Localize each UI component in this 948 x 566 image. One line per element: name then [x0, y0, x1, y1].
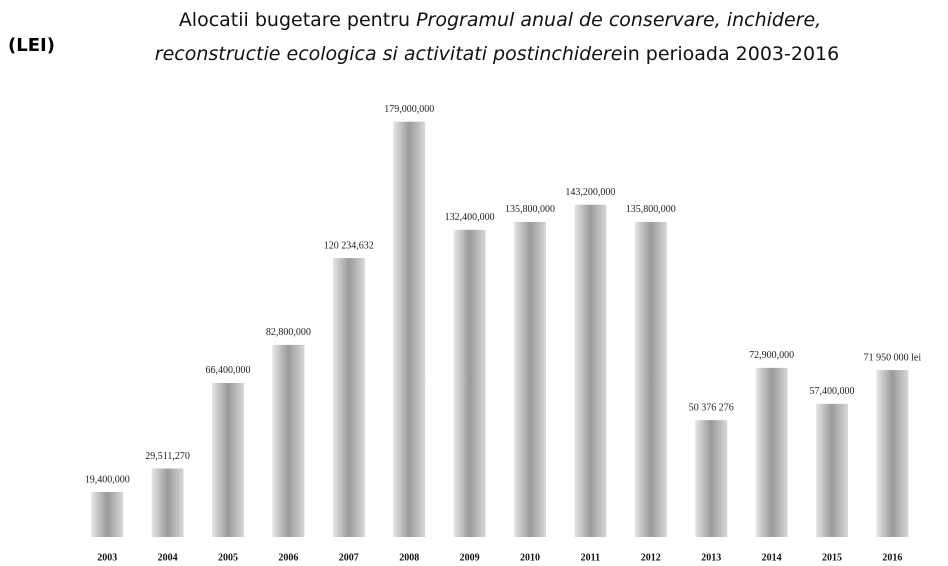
- x-tick-label: 2007: [339, 552, 359, 563]
- value-label: 50 376 276: [689, 402, 734, 413]
- title-segment: reconstructie ecologica si activitati po…: [155, 43, 623, 65]
- value-label: 120 234,632: [324, 240, 374, 251]
- bar: [514, 221, 546, 537]
- value-label: 19,400,000: [85, 474, 130, 485]
- bar: [816, 403, 848, 537]
- bar: [755, 367, 788, 537]
- bar: [212, 382, 244, 537]
- x-tick-label: 2009: [460, 552, 480, 563]
- bar: [634, 221, 667, 537]
- bar: [151, 468, 184, 537]
- x-tick-label: 2008: [399, 552, 419, 563]
- x-tick-label: 2015: [822, 552, 842, 563]
- y-axis-label: (LEI): [8, 35, 55, 56]
- bar: [272, 344, 305, 537]
- value-label: 71 950 000 lei: [864, 352, 922, 363]
- x-tick-label: 2006: [278, 552, 298, 563]
- x-tick-label: 2003: [97, 552, 117, 563]
- x-tick-label: 2016: [882, 552, 902, 563]
- x-tick-label: 2010: [520, 552, 540, 563]
- value-label: 82,800,000: [266, 327, 311, 338]
- value-label: 179,000,000: [384, 104, 434, 115]
- bar: [91, 491, 124, 537]
- bar: [332, 258, 365, 537]
- value-label: 143,200,000: [565, 187, 615, 198]
- x-tick-label: 2014: [762, 552, 782, 563]
- chart-title: Alocatii bugetare pentru Programul anual…: [179, 9, 821, 31]
- bar: [695, 420, 728, 537]
- title-segment: in perioada 2003-2016: [622, 43, 839, 65]
- value-label: 135,800,000: [626, 204, 676, 215]
- title-segment: Alocatii bugetare pentru: [179, 9, 416, 31]
- value-label: 66,400,000: [206, 365, 251, 376]
- bar: [393, 121, 426, 537]
- value-label: 72,900,000: [749, 350, 794, 361]
- bar: [876, 370, 909, 537]
- x-tick-label: 2004: [158, 552, 178, 563]
- value-label: 132,400,000: [445, 212, 495, 223]
- value-label: 29,511,270: [145, 451, 190, 462]
- chart-title: reconstructie ecologica si activitati po…: [155, 43, 839, 65]
- x-tick-label: 2005: [218, 552, 238, 563]
- x-tick-label: 2013: [701, 552, 721, 563]
- value-label: 135,800,000: [505, 204, 555, 215]
- title-segment: Programul anual de conservare, inchidere…: [416, 9, 821, 31]
- x-tick-label: 2012: [641, 552, 661, 563]
- bar: [453, 229, 486, 537]
- x-tick-label: 2011: [581, 552, 600, 563]
- bar: [574, 204, 607, 537]
- value-label: 57,400,000: [810, 386, 855, 397]
